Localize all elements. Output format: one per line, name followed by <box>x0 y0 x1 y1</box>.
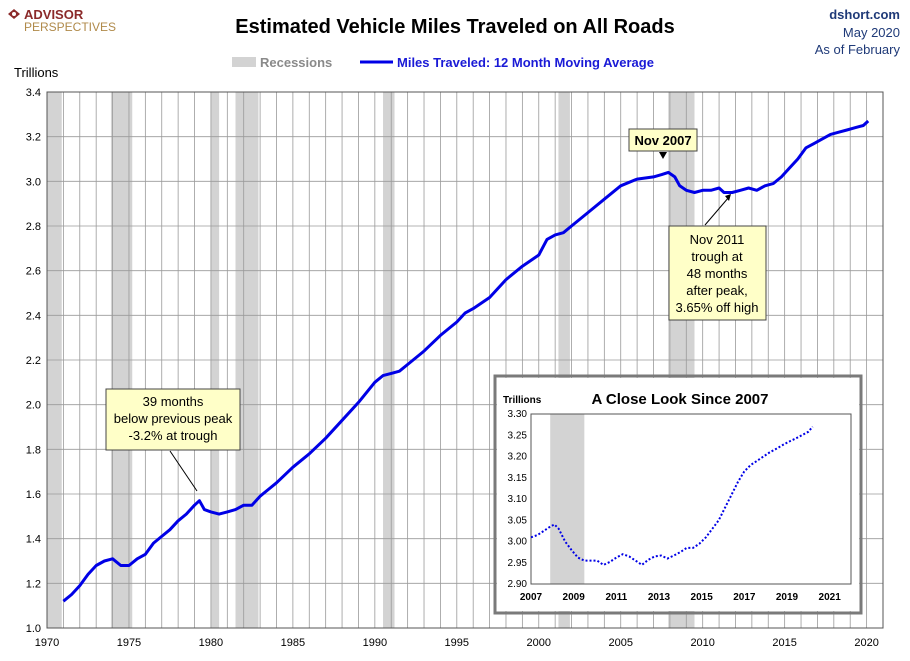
advisor-perspectives-logo: ADVISOR PERSPECTIVES <box>8 7 116 34</box>
annotation-peak: Nov 2007 <box>628 128 698 159</box>
y-tick-label: 2.0 <box>26 400 41 412</box>
y-tick-label: 2.8 <box>26 221 41 233</box>
x-tick-label: 2005 <box>608 637 632 649</box>
inset-y-tick-label: 3.15 <box>508 473 528 484</box>
x-tick-label: 2000 <box>527 637 551 649</box>
annotation-1979-text: 39 months below previous peak -3.2% at tro… <box>114 394 233 443</box>
inset-x-tick-label: 2007 <box>520 592 543 603</box>
annotation-line: trough at <box>691 249 743 264</box>
y-tick-label: 1.6 <box>26 489 41 501</box>
annotation-trough-2011: Nov 2011 trough at 48 months after peak, 3.6… <box>668 194 767 321</box>
y-tick-label: 3.0 <box>26 176 41 188</box>
annotation-line: 39 months <box>143 394 204 409</box>
annotation-peak-arrow-icon <box>659 152 667 159</box>
annotation-trough-2011-text: Nov 2011 trough at 48 months after peak, 3.6… <box>676 232 759 315</box>
x-tick-label: 2015 <box>772 637 796 649</box>
y-tick-label: 2.2 <box>26 355 41 367</box>
x-tick-label: 1985 <box>281 637 305 649</box>
annotation-peak-box <box>628 128 698 152</box>
inset-x-tick-label: 2011 <box>605 592 627 603</box>
annotation-1979-box <box>105 388 241 451</box>
y-tick-label: 2.6 <box>26 266 41 278</box>
annotation-line: -3.2% at trough <box>129 428 218 443</box>
inset-y-tick-labels: 2.90 2.95 3.00 3.05 3.10 3.15 3.20 3.25 3.30 <box>508 409 528 590</box>
legend-series-label: Miles Traveled: 12 Month Moving Average <box>397 55 654 70</box>
inset-y-tick-label: 3.20 <box>508 452 528 463</box>
annotation-trough-2011-arrow-icon <box>725 194 731 201</box>
logo-line1: ADVISOR <box>24 7 84 22</box>
inset-y-tick-label: 3.00 <box>508 537 528 548</box>
x-tick-label: 2010 <box>690 637 714 649</box>
inset-title: A Close Look Since 2007 <box>591 391 768 408</box>
x-tick-label: 1975 <box>117 637 141 649</box>
inset-y-tick-label: 2.90 <box>508 579 528 590</box>
inset-y-tick-label: 3.25 <box>508 430 528 441</box>
source-date: May 2020 <box>843 25 900 40</box>
inset-x-tick-labels: 2007 2009 2011 2013 2015 2017 2019 2021 <box>520 592 841 603</box>
inset-x-tick-label: 2021 <box>819 592 842 603</box>
annotation-1979: 39 months below previous peak -3.2% at tro… <box>105 388 241 492</box>
chart-legend: Recessions Miles Traveled: 12 Month Movi… <box>232 55 654 70</box>
y-tick-label: 1.4 <box>26 534 41 546</box>
annotation-peak-text: Nov 2007 <box>634 133 691 148</box>
inset-y-tick-label: 2.95 <box>508 558 528 569</box>
inset-plot-frame <box>530 413 852 585</box>
annotation-1979-leader <box>169 450 198 492</box>
inset-x-tick-label: 2013 <box>648 592 671 603</box>
inset-outer-border <box>493 374 863 615</box>
y-tick-label: 3.2 <box>26 132 41 144</box>
y-axis-title: Trillions <box>14 65 59 80</box>
inset-chart: Trillions A Close Look Since 2007 2.902.… <box>493 374 863 615</box>
logo-line2: PERSPECTIVES <box>24 20 116 34</box>
source-as-of: As of February <box>815 42 901 57</box>
x-tick-label: 1990 <box>363 637 387 649</box>
inset-y-tick-label: 3.05 <box>508 515 528 526</box>
x-tick-label: 1995 <box>445 637 469 649</box>
series-line-group <box>62 119 870 603</box>
logo-dot <box>12 12 16 16</box>
inset-x-tick-label: 2017 <box>733 592 756 603</box>
annotation-trough-2011-leader <box>704 196 730 226</box>
y-tick-label: 3.4 <box>26 87 41 99</box>
y-tick-label: 1.8 <box>26 444 41 456</box>
inset-x-tick-label: 2009 <box>563 592 586 603</box>
annotation-line: 48 months <box>687 266 748 281</box>
legend-recessions-label: Recessions <box>260 55 332 70</box>
y-tick-labels: 1.0 1.2 1.4 1.6 1.8 2.0 2.2 2.4 2.6 2.8 3.0 3.2 3.4 <box>26 87 41 635</box>
plot-frame <box>46 91 884 629</box>
annotation-line: Nov 2011 <box>690 232 745 247</box>
annotation-line: after peak, <box>686 283 747 298</box>
x-tick-label: 1970 <box>35 637 59 649</box>
inset-y-axis-title: Trillions <box>503 395 542 406</box>
x-tick-label: 2020 <box>854 637 878 649</box>
source-site: dshort.com <box>829 7 900 22</box>
legend-recession-swatch <box>232 57 256 67</box>
y-tick-label: 1.0 <box>26 623 41 635</box>
x-tick-label: 1980 <box>199 637 223 649</box>
series-line <box>62 119 870 603</box>
inset-recession-band <box>550 414 585 584</box>
annotation-line: below previous peak <box>114 411 233 426</box>
annotation-line: 3.65% off high <box>676 300 759 315</box>
y-tick-label: 1.2 <box>26 578 41 590</box>
annotation-trough-2011-box <box>668 225 767 321</box>
inset-y-tick-label: 3.10 <box>508 494 528 505</box>
x-tick-labels: 1970 1975 1980 1985 1990 1995 2000 2005 2010 2015… <box>35 637 879 649</box>
inset-y-tick-label: 3.30 <box>508 409 528 420</box>
inset-x-tick-label: 2019 <box>776 592 799 603</box>
chart-title: Estimated Vehicle Miles Traveled on All … <box>235 16 674 38</box>
inset-recession-bands <box>550 414 585 584</box>
inset-x-tick-label: 2015 <box>691 592 714 603</box>
y-tick-label: 2.4 <box>26 310 41 322</box>
